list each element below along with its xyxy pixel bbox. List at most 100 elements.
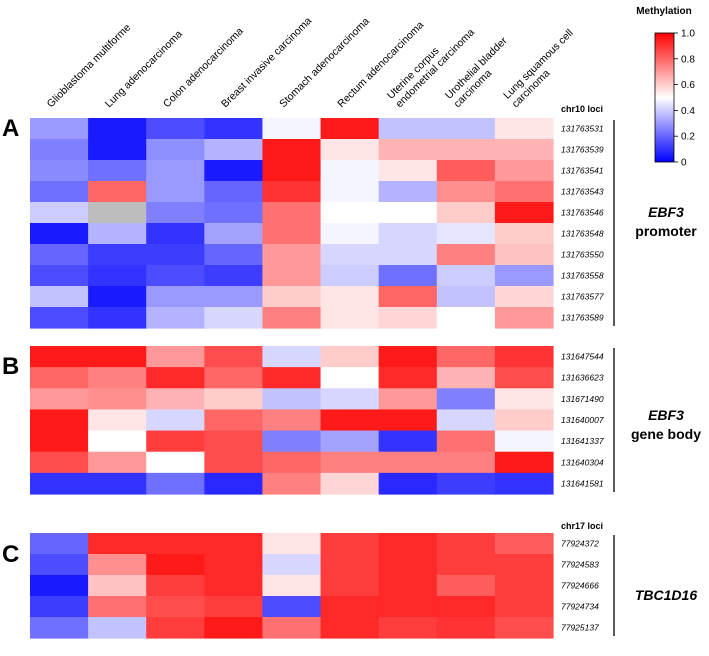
heatmap-cell — [494, 202, 554, 224]
heatmap-cell — [378, 388, 438, 411]
locus-label: 131763543 — [561, 187, 604, 197]
heatmap-cell — [204, 533, 264, 555]
colorbar-ticks: 0 0.2 0.4 0.6 0.8 1.0 — [674, 29, 695, 169]
heatmap-cell — [378, 409, 438, 432]
locus-label: 77924372 — [561, 539, 599, 549]
heatmap-cell — [494, 139, 554, 161]
colorbar-tick-label: 0.4 — [681, 106, 695, 117]
heatmap-cell — [30, 307, 89, 329]
colorbar-title: Methylation — [636, 6, 692, 17]
locus-label: 77924583 — [561, 560, 599, 570]
colorbar-tick-label: 0.6 — [681, 80, 695, 91]
heatmap-cell — [436, 118, 496, 140]
heatmap-cell — [30, 430, 89, 453]
heatmap-cell — [436, 181, 496, 203]
heatmap-cell — [436, 367, 496, 389]
heatmap-cell — [320, 202, 380, 224]
heatmap-cell — [88, 472, 147, 495]
locus-label: 131763539 — [561, 145, 604, 155]
heatmap-cell — [30, 409, 89, 432]
heatmap-cell — [262, 430, 322, 453]
heatmap-cell — [146, 160, 205, 182]
heatmap-cell — [262, 118, 322, 140]
heatmap-cell — [494, 554, 554, 576]
locus-label: 131641581 — [561, 478, 604, 488]
loci-header: chr10 loci — [561, 104, 603, 114]
heatmap-cell — [436, 265, 496, 287]
heatmap-cell — [262, 533, 322, 555]
heatmap-cell — [320, 244, 380, 266]
heatmap-cell — [320, 160, 380, 182]
heatmap-cell — [436, 430, 496, 453]
gene-label: TBC1D16 — [635, 587, 697, 603]
heatmap-cell — [88, 202, 147, 224]
heatmap-cell — [204, 575, 264, 597]
heatmap-cell — [378, 223, 438, 245]
colorbar-tick-label: 0.8 — [681, 54, 695, 65]
heatmap-cell — [262, 596, 322, 618]
heatmap-cell — [436, 160, 496, 182]
heatmap-cell — [320, 346, 380, 368]
heatmap-cell — [320, 472, 380, 495]
heatmap-cell — [378, 265, 438, 287]
heatmap-cell — [204, 244, 264, 266]
heatmap-cell — [146, 286, 205, 308]
heatmap-cell — [436, 575, 496, 597]
heatmap-cell — [146, 472, 205, 495]
heatmap-cell — [436, 286, 496, 308]
heatmap-cell — [30, 388, 89, 411]
heatmap-cell — [262, 451, 322, 474]
heatmap-cell — [320, 307, 380, 329]
heatmap-cell — [494, 388, 554, 411]
heatmap-cell — [436, 202, 496, 224]
heatmap-cell — [494, 346, 554, 368]
heatmap-cell — [262, 181, 322, 203]
heatmap-cell — [204, 181, 264, 203]
heatmap-cell — [146, 409, 205, 432]
heatmap-cell — [494, 181, 554, 203]
gene-label: EBF3 — [648, 204, 684, 220]
heatmap-cell — [436, 596, 496, 618]
heatmap-cell — [204, 286, 264, 308]
heatmap-cell — [436, 409, 496, 432]
heatmap-cell — [494, 596, 554, 618]
heatmap-cell — [378, 202, 438, 224]
heatmap-cell — [378, 617, 438, 639]
heatmap-cell — [30, 118, 89, 140]
heatmap-cell — [320, 181, 380, 203]
heatmap-cell — [262, 346, 322, 368]
locus-label: 77924666 — [561, 581, 599, 591]
locus-label: 131763577 — [561, 292, 604, 302]
heatmap-cell — [262, 307, 322, 329]
locus-label: 131763531 — [561, 124, 604, 134]
heatmap-cell — [204, 409, 264, 432]
heatmap-cell — [88, 554, 147, 576]
heatmap-cell — [494, 223, 554, 245]
locus-label: 131640007 — [561, 415, 604, 425]
locus-label: 131763541 — [561, 166, 604, 176]
heatmap-cell — [204, 139, 264, 161]
heatmap-cell — [494, 472, 554, 495]
heatmap-cell — [320, 265, 380, 287]
heatmap-cell — [30, 139, 89, 161]
heatmap-cell — [204, 430, 264, 453]
heatmap-cell — [88, 244, 147, 266]
colorbar-tick-label: 0 — [681, 158, 687, 169]
heatmap-cell — [88, 139, 147, 161]
heatmap-cell — [320, 451, 380, 474]
heatmap-cell — [146, 307, 205, 329]
heatmap-cell — [204, 346, 264, 368]
heatmap-cell — [262, 160, 322, 182]
heatmap-cell — [30, 575, 89, 597]
heatmap-cell — [146, 118, 205, 140]
heatmap-cell — [146, 596, 205, 618]
heatmap-cell — [146, 575, 205, 597]
heatmap-cell — [30, 160, 89, 182]
heatmap-cell — [436, 533, 496, 555]
column-label: Lung squamous cellcarcinoma — [501, 27, 584, 110]
heatmap-cell — [320, 575, 380, 597]
heatmap-cell — [88, 286, 147, 308]
heatmap-cell — [436, 307, 496, 329]
heatmap-cell — [204, 617, 264, 639]
